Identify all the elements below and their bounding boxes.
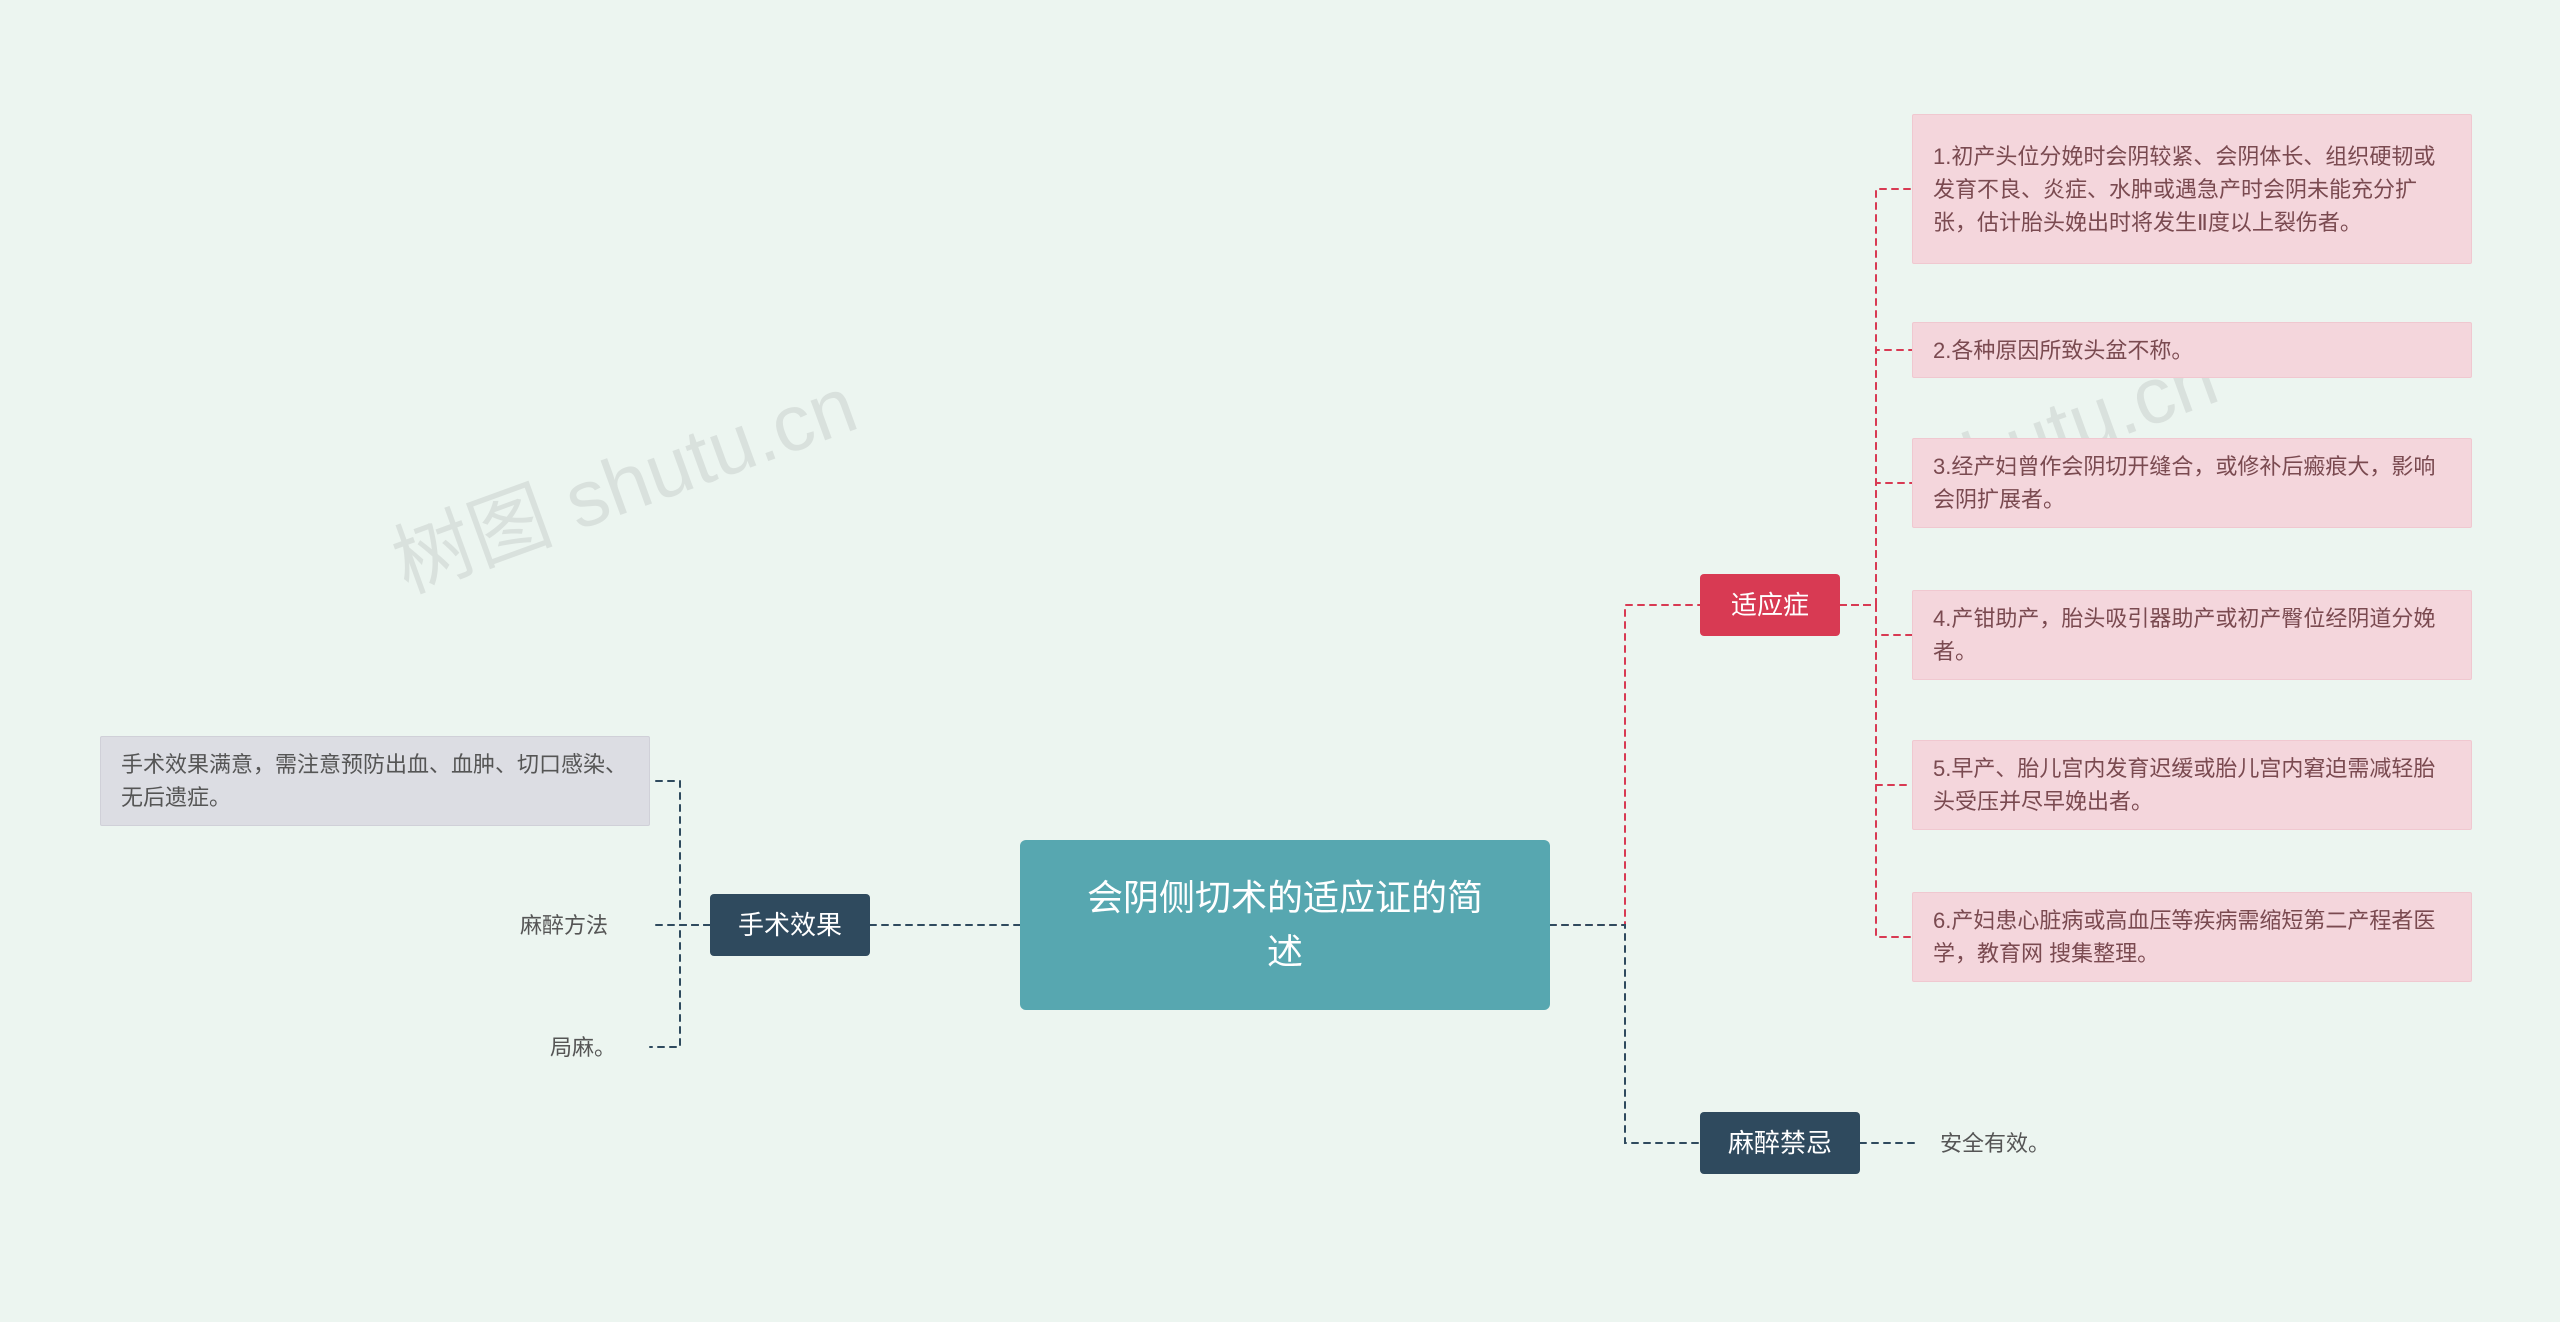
indication-item-3: 3.经产妇曾作会阴切开缝合，或修补后瘢痕大，影响会阴扩展者。	[1912, 438, 2472, 528]
surgery-effect-item-1: 手术效果满意，需注意预防出血、血肿、切口感染、无后遗症。	[100, 736, 650, 826]
anesthesia-contra-item-1: 安全有效。	[1920, 1116, 2080, 1170]
branch-surgery-effect: 手术效果	[710, 894, 870, 956]
branch-surgery-effect-label: 手术效果	[738, 906, 842, 945]
indication-item-1-text: 1.初产头位分娩时会阴较紧、会阴体长、组织硬韧或发育不良、炎症、水肿或遇急产时会…	[1933, 140, 2451, 239]
surgery-effect-item-2-text: 麻醉方法	[520, 909, 608, 942]
surgery-effect-item-3: 局麻。	[530, 1020, 650, 1074]
surgery-effect-item-3-text: 局麻。	[550, 1031, 616, 1064]
center-node-text: 会阴侧切术的适应证的简述	[1087, 871, 1483, 979]
indication-item-5-text: 5.早产、胎儿宫内发育迟缓或胎儿宫内窘迫需减轻胎头受压并尽早娩出者。	[1933, 752, 2451, 818]
branch-indications: 适应症	[1700, 574, 1840, 636]
indication-item-3-text: 3.经产妇曾作会阴切开缝合，或修补后瘢痕大，影响会阴扩展者。	[1933, 450, 2451, 516]
center-node: 会阴侧切术的适应证的简述	[1020, 840, 1550, 1010]
surgery-effect-item-1-text: 手术效果满意，需注意预防出血、血肿、切口感染、无后遗症。	[121, 748, 629, 814]
indication-item-2-text: 2.各种原因所致头盆不称。	[1933, 334, 2193, 367]
watermark-1: 树图 shutu.cn	[375, 341, 870, 616]
indication-item-1: 1.初产头位分娩时会阴较紧、会阴体长、组织硬韧或发育不良、炎症、水肿或遇急产时会…	[1912, 114, 2472, 264]
indication-item-2: 2.各种原因所致头盆不称。	[1912, 322, 2472, 378]
branch-anesthesia-contra-label: 麻醉禁忌	[1728, 1124, 1832, 1163]
indication-item-4-text: 4.产钳助产，胎头吸引器助产或初产臀位经阴道分娩者。	[1933, 602, 2451, 668]
surgery-effect-item-2: 麻醉方法	[500, 898, 650, 952]
indication-item-6-text: 6.产妇患心脏病或高血压等疾病需缩短第二产程者医学，教育网 搜集整理。	[1933, 904, 2451, 970]
mindmap-canvas: 树图 shutu.cn shutu.cn 会阴侧切术的适应证的简述 适应症 1.…	[0, 0, 2560, 1322]
branch-anesthesia-contra: 麻醉禁忌	[1700, 1112, 1860, 1174]
branch-indications-label: 适应症	[1731, 586, 1809, 625]
indication-item-6: 6.产妇患心脏病或高血压等疾病需缩短第二产程者医学，教育网 搜集整理。	[1912, 892, 2472, 982]
anesthesia-contra-item-1-text: 安全有效。	[1940, 1127, 2050, 1160]
indication-item-4: 4.产钳助产，胎头吸引器助产或初产臀位经阴道分娩者。	[1912, 590, 2472, 680]
indication-item-5: 5.早产、胎儿宫内发育迟缓或胎儿宫内窘迫需减轻胎头受压并尽早娩出者。	[1912, 740, 2472, 830]
